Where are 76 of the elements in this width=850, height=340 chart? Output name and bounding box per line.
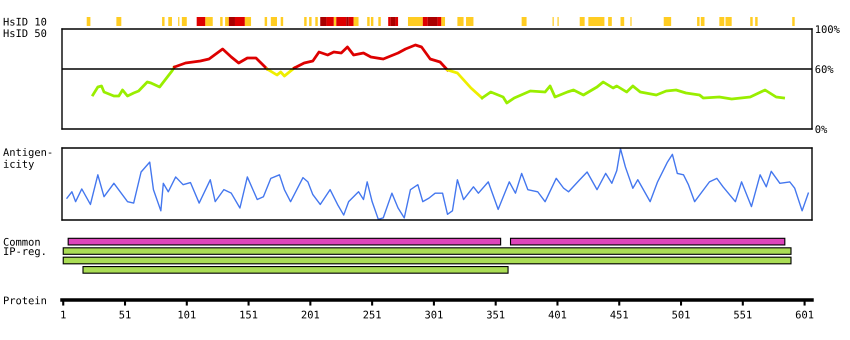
x-tick-label: 401	[548, 310, 566, 319]
y-tick-label: IP-reg.	[4, 247, 44, 258]
bar	[792, 17, 795, 26]
x-tick-label: 151	[240, 310, 258, 319]
line-series	[266, 66, 296, 78]
line-series	[92, 66, 176, 98]
bar	[228, 17, 235, 26]
line-series	[173, 48, 268, 70]
bar	[309, 17, 312, 26]
bar	[264, 17, 268, 26]
bar	[441, 17, 446, 26]
x-tick-label: 501	[672, 310, 690, 319]
x-tick-label: 601	[796, 310, 814, 319]
x-tick-label: 551	[734, 310, 752, 319]
bar	[304, 17, 307, 26]
bar	[334, 17, 336, 26]
bar	[396, 17, 398, 26]
bar	[370, 17, 374, 26]
bar	[270, 17, 277, 26]
bar	[588, 17, 604, 26]
bar	[280, 17, 284, 26]
bar	[466, 17, 474, 26]
y-tick-label: HsID 10	[4, 18, 46, 26]
bar	[378, 17, 381, 26]
bar	[244, 17, 252, 26]
bar	[620, 17, 624, 26]
bar	[354, 17, 359, 26]
line-series	[480, 80, 785, 104]
bar	[422, 17, 428, 26]
bar	[162, 17, 165, 26]
bar	[182, 17, 187, 26]
bar	[438, 17, 442, 26]
bar	[346, 17, 349, 26]
line-series	[292, 44, 449, 72]
bar	[408, 17, 423, 26]
bar	[220, 17, 223, 26]
bar	[168, 17, 172, 26]
bar	[700, 17, 705, 26]
bar	[580, 17, 585, 26]
bar	[315, 17, 318, 26]
y-tick-label: 100%	[816, 25, 840, 34]
bar	[457, 17, 464, 26]
bar	[205, 17, 213, 26]
bar	[755, 17, 758, 26]
x-tick-label: 51	[119, 310, 131, 319]
y-tick-label: 0%	[815, 125, 828, 134]
y-axis-title: HsID 50	[4, 29, 46, 38]
y-axis-title: Antigen- icity	[3, 148, 52, 170]
x-tick-label: 101	[178, 310, 196, 319]
bar	[428, 17, 438, 26]
x-tick-label: 251	[364, 310, 381, 319]
x-tick-label: 451	[610, 310, 628, 319]
bar	[326, 17, 334, 26]
bar	[367, 17, 370, 26]
y-tick-label: 60%	[815, 65, 834, 74]
x-axis-title: Protein	[4, 296, 46, 304]
x-tick-label: 1	[61, 310, 66, 318]
bar	[608, 17, 612, 26]
bar	[388, 17, 391, 26]
bar	[390, 17, 396, 26]
line-series	[446, 68, 484, 100]
x-tick-label: 301	[425, 310, 443, 319]
bar	[336, 17, 346, 26]
bar	[348, 17, 354, 26]
bar	[750, 17, 753, 26]
bar	[225, 17, 229, 26]
bar	[116, 17, 122, 26]
y-tick-label: Common	[4, 238, 40, 246]
bar	[522, 17, 527, 26]
bar	[234, 17, 245, 26]
bar	[86, 17, 90, 26]
x-tick-label: 351	[486, 310, 504, 319]
bar	[320, 17, 326, 26]
x-tick-label: 201	[302, 310, 320, 319]
bar	[664, 17, 672, 26]
bar	[196, 17, 206, 26]
